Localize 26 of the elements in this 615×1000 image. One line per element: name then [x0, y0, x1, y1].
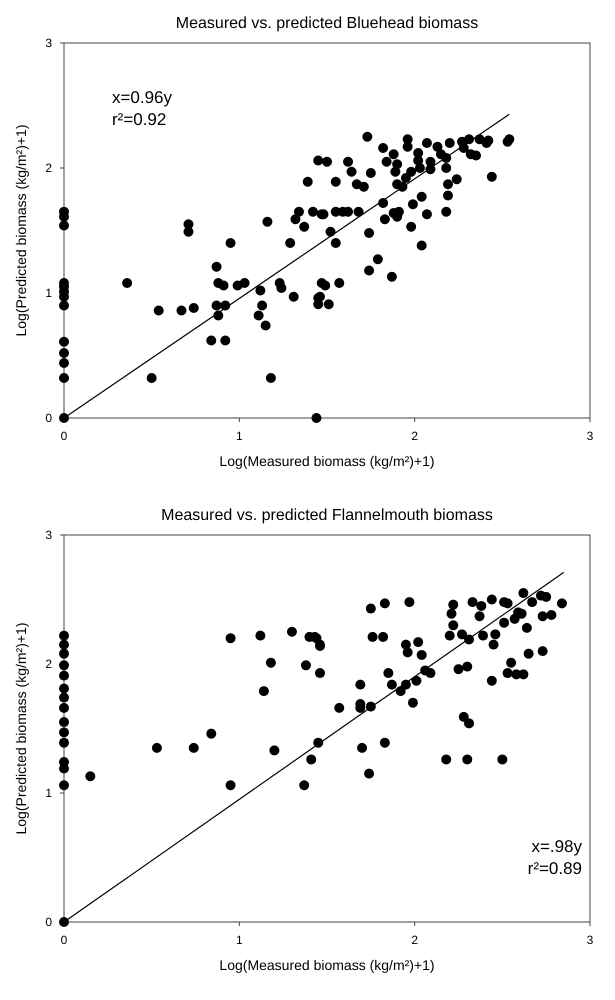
x-tick-label: 0 — [60, 429, 68, 443]
x-axis-title: Log(Measured biomass (kg/m²)+1) — [219, 957, 435, 973]
x-tick-label: 2 — [411, 933, 418, 947]
x-tick-label: 0 — [60, 933, 68, 947]
y-tick-label: 0 — [45, 915, 52, 930]
y-axis-title: Log(Predicted biomass (kg/m²)+1) — [13, 622, 29, 835]
annotation: r²=0.92 — [112, 110, 166, 129]
x-tick-label: 1 — [236, 933, 243, 947]
chart-title: Measured vs. predicted Flannelmouth biomass — [161, 507, 493, 524]
x-tick-label: 1 — [236, 429, 243, 443]
y-tick-label: 3 — [45, 528, 52, 542]
x-tick-label: 2 — [411, 429, 418, 443]
y-tick-label: 2 — [45, 161, 52, 176]
y-tick-label: 2 — [45, 657, 52, 672]
x-tick-label: 3 — [586, 933, 594, 947]
chart-title: Measured vs. predicted Bluehead biomass — [176, 15, 478, 32]
y-tick-label: 0 — [45, 411, 52, 426]
y-tick-label: 3 — [45, 36, 52, 50]
y-tick-label: 1 — [45, 286, 52, 300]
annotation: x=0.96y — [112, 88, 173, 107]
x-axis-title: Log(Measured biomass (kg/m²)+1) — [219, 453, 435, 469]
annotation: r²=0.89 — [528, 859, 582, 878]
x-tick-label: 3 — [586, 429, 594, 443]
y-axis-title: Log(Predicted biomass (kg/m²)+1) — [13, 124, 29, 337]
y-tick-label: 1 — [45, 786, 52, 800]
annotation: x=.98y — [531, 837, 582, 856]
